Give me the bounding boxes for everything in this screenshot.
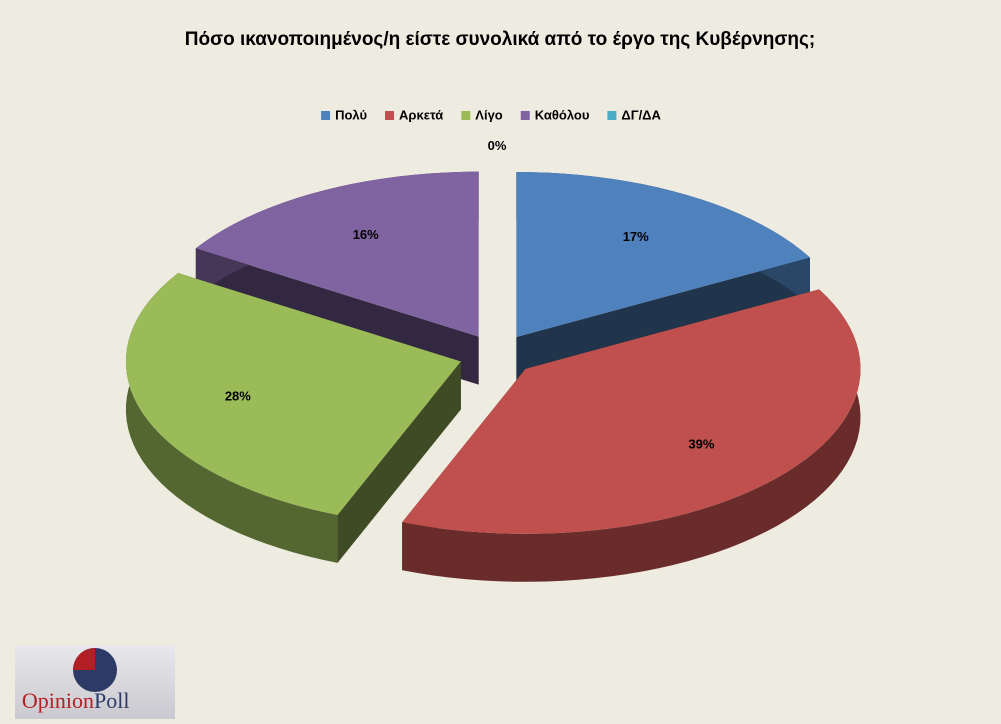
legend: Πολύ Αρκετά Λίγο Καθόλου ΔΓ/ΔΑ xyxy=(321,107,662,122)
slice-side xyxy=(337,361,461,563)
pie: 17% 39% 28% 16% 0% xyxy=(125,138,861,582)
legend-swatch xyxy=(385,111,395,120)
slice xyxy=(195,171,479,337)
legend-label: Αρκετά xyxy=(399,107,443,122)
legend-label: ΔΓ/ΔΑ xyxy=(621,107,661,122)
data-label: 0% xyxy=(488,138,507,153)
data-label: 39% xyxy=(688,437,714,452)
legend-label: Καθόλου xyxy=(535,107,590,122)
slice xyxy=(516,172,810,338)
logo-text: Opinion xyxy=(22,688,94,713)
slice-wall xyxy=(125,273,338,563)
legend-swatch xyxy=(461,111,471,120)
data-label: 28% xyxy=(225,389,251,404)
legend-label: Πολύ xyxy=(335,107,367,122)
chart-title: Πόσο ικανοποιημένος/η είστε συνολικά από… xyxy=(185,29,815,50)
logo: Opinion Poll xyxy=(15,645,175,719)
data-label: 16% xyxy=(353,227,379,242)
legend-swatch xyxy=(607,111,617,120)
legend-swatch xyxy=(321,111,331,120)
legend-swatch xyxy=(520,111,530,120)
slice xyxy=(402,289,861,534)
logo-wedge xyxy=(73,648,95,670)
slice xyxy=(125,273,461,515)
logo-text: Poll xyxy=(94,688,129,713)
data-label: 17% xyxy=(623,229,649,244)
slice-wall xyxy=(402,289,861,582)
legend-label: Λίγο xyxy=(475,107,503,122)
